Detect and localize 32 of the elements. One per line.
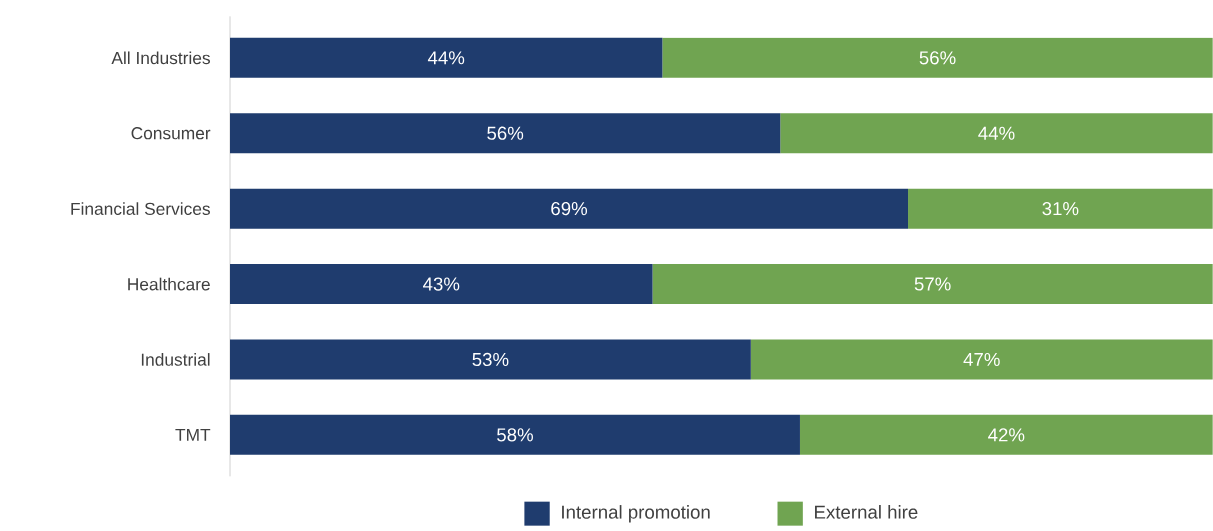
- bar: [230, 37, 663, 78]
- y-tick-label: TMT: [175, 428, 211, 441]
- bar: [799, 414, 1213, 455]
- bar: [908, 188, 1213, 229]
- data-label: 53%: [472, 352, 509, 366]
- bar: [230, 188, 909, 229]
- bar: [230, 414, 800, 455]
- data-label: 69%: [551, 201, 588, 216]
- data-label: 44%: [427, 51, 465, 65]
- data-label: 31%: [1042, 201, 1079, 216]
- y-tick-label: Industrial: [141, 352, 210, 366]
- y-tick-label: All Industries: [111, 51, 210, 64]
- data-label: 42%: [988, 428, 1025, 442]
- y-tick-label: Consumer: [131, 126, 211, 140]
- data-label: 43%: [423, 277, 460, 291]
- y-tick-label: Healthcare: [128, 277, 210, 291]
- bar: [230, 113, 781, 153]
- bar: [662, 37, 1213, 78]
- data-label: 56%: [919, 50, 956, 65]
- data-label: 56%: [487, 126, 524, 140]
- legend-label: External hire: [815, 504, 918, 519]
- bar: [652, 263, 1213, 304]
- data-label: 47%: [963, 352, 1000, 366]
- bar: [230, 339, 751, 380]
- legend-label: Internal promotion: [562, 504, 710, 523]
- bar: [750, 339, 1213, 380]
- data-label: 58%: [497, 428, 533, 442]
- y-tick-label: Financial Services: [71, 202, 210, 215]
- data-label: 44%: [978, 126, 1015, 140]
- data-label: 57%: [914, 277, 951, 291]
- bar: [230, 263, 653, 304]
- bar: [780, 113, 1213, 153]
